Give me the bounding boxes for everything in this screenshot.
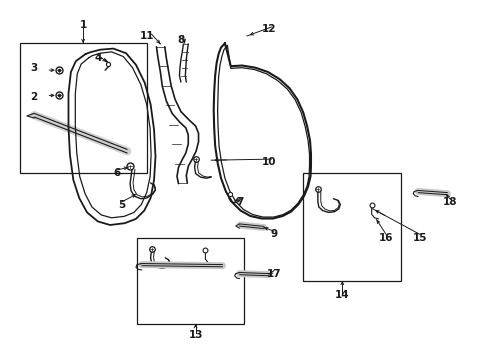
Text: 2: 2	[31, 92, 38, 102]
Text: 14: 14	[334, 290, 349, 300]
Text: 18: 18	[442, 197, 456, 207]
Text: 1: 1	[80, 20, 86, 30]
Text: 7: 7	[235, 197, 243, 207]
Text: 9: 9	[270, 229, 277, 239]
Text: 8: 8	[177, 35, 184, 45]
Text: 13: 13	[188, 330, 203, 340]
Text: 5: 5	[119, 200, 125, 210]
Bar	[20, 43, 146, 173]
Text: 10: 10	[261, 157, 276, 167]
Text: 15: 15	[412, 233, 427, 243]
Bar	[137, 238, 244, 324]
Text: 17: 17	[266, 269, 281, 279]
Text: 11: 11	[139, 31, 154, 41]
Text: 16: 16	[378, 233, 393, 243]
Text: 4: 4	[94, 53, 102, 63]
Bar	[303, 173, 400, 281]
Text: 12: 12	[261, 24, 276, 34]
Text: 3: 3	[31, 63, 38, 73]
Text: 6: 6	[114, 168, 121, 178]
